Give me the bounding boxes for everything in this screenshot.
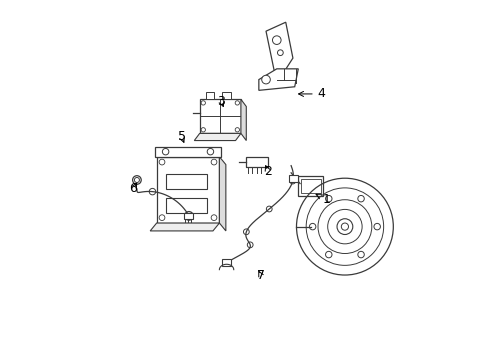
Bar xyxy=(298,176,323,196)
Polygon shape xyxy=(265,22,292,83)
Circle shape xyxy=(261,75,270,84)
Text: 3: 3 xyxy=(217,95,224,108)
Bar xyxy=(289,175,298,182)
Bar xyxy=(165,174,206,189)
Bar xyxy=(246,157,267,167)
Text: 6: 6 xyxy=(129,183,137,195)
Bar xyxy=(205,92,214,99)
Text: 2: 2 xyxy=(264,165,271,177)
Bar xyxy=(222,92,230,99)
Polygon shape xyxy=(219,157,225,231)
Text: 4: 4 xyxy=(298,87,325,100)
Bar xyxy=(156,157,219,223)
Bar xyxy=(183,213,192,219)
Text: 5: 5 xyxy=(177,130,185,144)
Bar xyxy=(222,259,230,266)
Polygon shape xyxy=(194,134,241,140)
Bar xyxy=(199,99,241,134)
Bar xyxy=(301,179,320,193)
Polygon shape xyxy=(241,99,246,140)
Polygon shape xyxy=(150,223,219,231)
Text: 7: 7 xyxy=(256,269,264,282)
Polygon shape xyxy=(258,69,298,90)
Text: 1: 1 xyxy=(315,193,330,206)
Bar xyxy=(165,198,206,213)
Bar xyxy=(155,147,221,157)
